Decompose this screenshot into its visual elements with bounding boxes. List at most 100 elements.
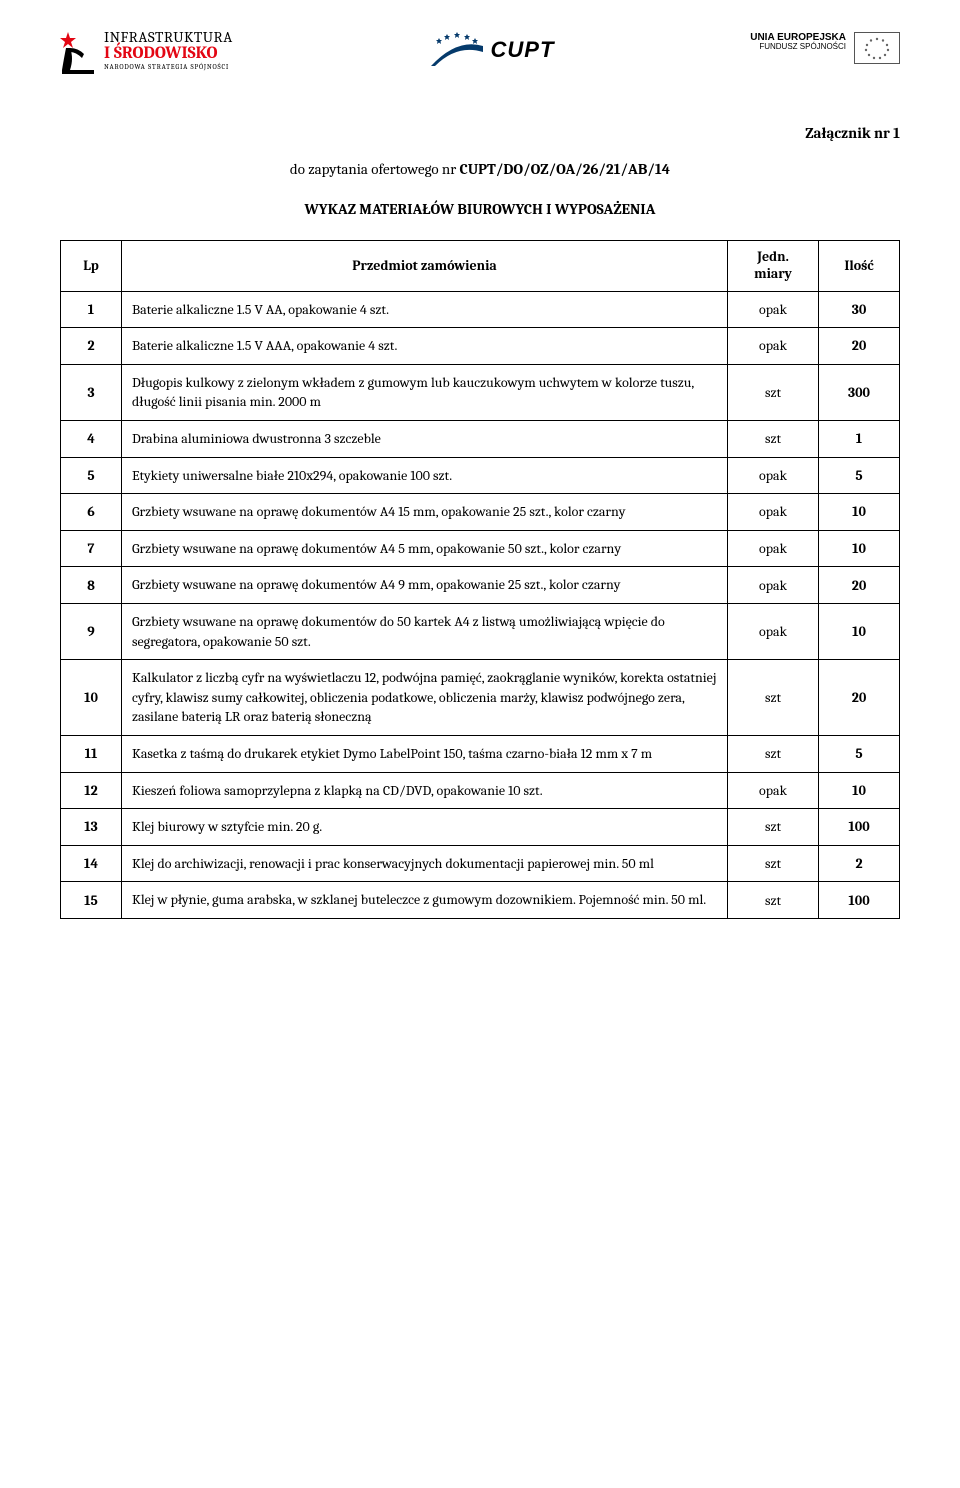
cell-num: 10 — [61, 660, 122, 736]
table-row: 2Baterie alkaliczne 1.5 V AAA, opakowani… — [61, 328, 900, 365]
eu-line2: FUNDUSZ SPÓJNOŚCI — [750, 43, 846, 52]
table-row: 15Klej w płynie, guma arabska, w szklane… — [61, 882, 900, 919]
cell-qty: 20 — [819, 567, 900, 604]
table-row: 12Kieszeń foliowa samoprzylepna z klapką… — [61, 772, 900, 809]
logo-eu-text: UNIA EUROPEJSKA FUNDUSZ SPÓJNOŚCI — [750, 32, 846, 52]
logo-infrastructure-text: INFRASTRUKTURA I ŚRODOWISKO NARODOWA STR… — [104, 30, 233, 71]
logo-cupt: CUPT — [429, 32, 555, 68]
cell-unit: opak — [728, 328, 819, 365]
cell-qty: 5 — [819, 735, 900, 772]
header-logos: INFRASTRUKTURA I ŚRODOWISKO NARODOWA STR… — [60, 30, 900, 74]
star-person-icon — [60, 30, 96, 74]
table-row: 4Drabina aluminiowa dwustronna 3 szczebl… — [61, 420, 900, 457]
cell-unit: szt — [728, 364, 819, 420]
logo-eu: UNIA EUROPEJSKA FUNDUSZ SPÓJNOŚCI — [750, 32, 900, 64]
cell-qty: 300 — [819, 364, 900, 420]
cell-unit: opak — [728, 530, 819, 567]
cell-num: 4 — [61, 420, 122, 457]
cell-unit: szt — [728, 882, 819, 919]
inquiry-prefix: do zapytania ofertowego nr — [290, 160, 460, 178]
cell-desc: Grzbiety wsuwane na oprawę dokumentów A4… — [122, 567, 728, 604]
logo-cupt-text: CUPT — [491, 37, 555, 63]
cell-desc: Drabina aluminiowa dwustronna 3 szczeble — [122, 420, 728, 457]
cell-num: 6 — [61, 494, 122, 531]
cell-qty: 100 — [819, 882, 900, 919]
cell-qty: 5 — [819, 457, 900, 494]
cell-num: 12 — [61, 772, 122, 809]
logo-line2: I ŚRODOWISKO — [104, 45, 233, 62]
cell-num: 7 — [61, 530, 122, 567]
cell-desc: Grzbiety wsuwane na oprawę dokumentów do… — [122, 603, 728, 659]
cell-desc: Klej w płynie, guma arabska, w szklanej … — [122, 882, 728, 919]
table-header-row: Lp Przedmiot zamówienia Jedn. miary Iloś… — [61, 241, 900, 292]
cell-qty: 20 — [819, 328, 900, 365]
cell-unit: opak — [728, 494, 819, 531]
cell-desc: Baterie alkaliczne 1.5 V AA, opakowanie … — [122, 291, 728, 328]
table-row: 13Klej biurowy w sztyfcie min. 20 g.szt1… — [61, 809, 900, 846]
cell-num: 8 — [61, 567, 122, 604]
table-row: 9Grzbiety wsuwane na oprawę dokumentów d… — [61, 603, 900, 659]
cell-qty: 20 — [819, 660, 900, 736]
cell-unit: szt — [728, 420, 819, 457]
logo-line1: INFRASTRUKTURA — [104, 30, 233, 45]
cell-desc: Klej do archiwizacji, renowacji i prac k… — [122, 845, 728, 882]
cell-unit: opak — [728, 603, 819, 659]
cell-qty: 10 — [819, 772, 900, 809]
cell-unit: szt — [728, 660, 819, 736]
inquiry-reference: do zapytania ofertowego nr CUPT/DO/OZ/OA… — [60, 160, 900, 178]
cell-desc: Kalkulator z liczbą cyfr na wyświetlaczu… — [122, 660, 728, 736]
cell-unit: szt — [728, 845, 819, 882]
table-row: 3Długopis kulkowy z zielonym wkładem z g… — [61, 364, 900, 420]
cell-desc: Klej biurowy w sztyfcie min. 20 g. — [122, 809, 728, 846]
cell-num: 1 — [61, 291, 122, 328]
table-row: 10Kalkulator z liczbą cyfr na wyświetlac… — [61, 660, 900, 736]
cell-qty: 30 — [819, 291, 900, 328]
cell-desc: Grzbiety wsuwane na oprawę dokumentów A4… — [122, 530, 728, 567]
col-qty: Ilość — [819, 241, 900, 292]
table-row: 6Grzbiety wsuwane na oprawę dokumentów A… — [61, 494, 900, 531]
table-row: 5Etykiety uniwersalne białe 210x294, opa… — [61, 457, 900, 494]
cell-desc: Kieszeń foliowa samoprzylepna z klapką n… — [122, 772, 728, 809]
list-title: WYKAZ MATERIAŁÓW BIUROWYCH I WYPOSAŻENIA — [60, 200, 900, 218]
cell-qty: 100 — [819, 809, 900, 846]
eu-flag-icon — [854, 32, 900, 64]
cell-num: 15 — [61, 882, 122, 919]
cell-num: 9 — [61, 603, 122, 659]
cell-num: 14 — [61, 845, 122, 882]
cell-unit: opak — [728, 457, 819, 494]
cupt-road-icon — [429, 32, 485, 68]
cell-unit: opak — [728, 567, 819, 604]
attachment-title: Załącznik nr 1 — [60, 124, 900, 142]
cell-desc: Etykiety uniwersalne białe 210x294, opak… — [122, 457, 728, 494]
col-unit: Jedn. miary — [728, 241, 819, 292]
table-row: 8Grzbiety wsuwane na oprawę dokumentów A… — [61, 567, 900, 604]
table-row: 7Grzbiety wsuwane na oprawę dokumentów A… — [61, 530, 900, 567]
cell-num: 2 — [61, 328, 122, 365]
logo-infrastructure: INFRASTRUKTURA I ŚRODOWISKO NARODOWA STR… — [60, 30, 233, 74]
cell-qty: 1 — [819, 420, 900, 457]
cell-unit: szt — [728, 809, 819, 846]
table-row: 1Baterie alkaliczne 1.5 V AA, opakowanie… — [61, 291, 900, 328]
cell-desc: Kasetka z taśmą do drukarek etykiet Dymo… — [122, 735, 728, 772]
table-row: 11Kasetka z taśmą do drukarek etykiet Dy… — [61, 735, 900, 772]
logo-line3: NARODOWA STRATEGIA SPÓJNOŚCI — [104, 64, 233, 71]
cell-unit: opak — [728, 772, 819, 809]
cell-num: 5 — [61, 457, 122, 494]
cell-qty: 2 — [819, 845, 900, 882]
cell-unit: szt — [728, 735, 819, 772]
spec-table: Lp Przedmiot zamówienia Jedn. miary Iloś… — [60, 240, 900, 919]
col-item: Przedmiot zamówienia — [122, 241, 728, 292]
cell-unit: opak — [728, 291, 819, 328]
cell-qty: 10 — [819, 494, 900, 531]
cell-num: 11 — [61, 735, 122, 772]
cell-qty: 10 — [819, 603, 900, 659]
col-lp: Lp — [61, 241, 122, 292]
page: INFRASTRUKTURA I ŚRODOWISKO NARODOWA STR… — [0, 0, 960, 959]
table-row: 14Klej do archiwizacji, renowacji i prac… — [61, 845, 900, 882]
cell-desc: Długopis kulkowy z zielonym wkładem z gu… — [122, 364, 728, 420]
cell-desc: Baterie alkaliczne 1.5 V AAA, opakowanie… — [122, 328, 728, 365]
cell-num: 13 — [61, 809, 122, 846]
inquiry-number: CUPT/DO/OZ/OA/26/21/AB/14 — [459, 160, 670, 178]
cell-desc: Grzbiety wsuwane na oprawę dokumentów A4… — [122, 494, 728, 531]
cell-num: 3 — [61, 364, 122, 420]
